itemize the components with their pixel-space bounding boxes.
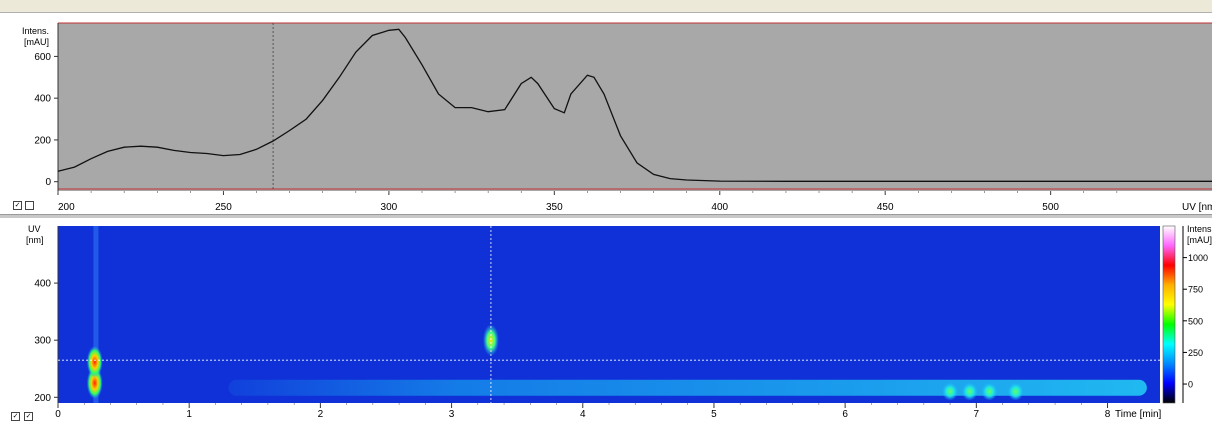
heatmap-x-tick-label: 4 (580, 409, 586, 420)
heatmap-spot (961, 382, 978, 401)
y-tick-label: 400 (34, 94, 51, 105)
heatmap-y-axis-label: UV (28, 224, 41, 234)
heatmap-x-tick-label: 8 (1105, 409, 1111, 420)
heatmap-plot-area[interactable] (58, 226, 1160, 403)
heatmap-x-axis-label: Time [min] (1115, 409, 1162, 420)
spectrum-panel: Intens. [mAU] 0 200 400 600 200 250 300 350 400… (0, 12, 1212, 215)
panel-splitter[interactable] (0, 214, 1212, 219)
heatmap-spot (942, 382, 959, 401)
heatmap-x-tick-label: 7 (974, 409, 980, 420)
x-tick-label: 400 (711, 202, 728, 213)
heatmap-panel: UV [nm] 200 300 400 0 1 2 3 4 5 6 7 8 Time [min] I… (0, 218, 1212, 421)
colorbar-tick-label: 0 (1188, 380, 1193, 390)
heatmap-spot (1007, 382, 1024, 401)
colorbar-tick-label: 500 (1188, 316, 1203, 326)
spectrum-checkbox-checked[interactable]: ✓ (13, 201, 22, 210)
y-tick-label: 0 (45, 177, 51, 188)
spectrum-series-line (57, 28, 1212, 182)
heatmap-x-tick-label: 5 (711, 409, 717, 420)
colorbar-unit: [mAU] (1187, 235, 1212, 245)
heatmap-spot (86, 345, 103, 378)
heatmap-y-axis-unit: [nm] (26, 235, 44, 245)
heatmap-x-tick-label: 1 (186, 409, 192, 420)
colorbar (1162, 225, 1176, 404)
spectrum-checkbox[interactable] (25, 201, 34, 210)
heatmap-band (228, 379, 1147, 396)
x-tick-label: 250 (215, 202, 232, 213)
heatmap-x-tick-label: 0 (55, 409, 61, 420)
colorbar-label: Intens. (1187, 224, 1212, 234)
y-tick-label: 600 (34, 52, 51, 63)
heatmap-checkbox-2[interactable]: ✓ (24, 412, 33, 421)
heatmap-checkbox-1[interactable]: ✓ (11, 412, 20, 421)
spectrum-plot-area (58, 23, 1212, 191)
uv-spectrum-chart: Intens. [mAU] 0 200 400 600 200 250 300 350 400… (22, 22, 1212, 213)
x-tick-label: 450 (877, 202, 894, 213)
heatmap-x-tick-label: 6 (842, 409, 848, 420)
colorbar-tick-label: 1000 (1188, 253, 1208, 263)
heatmap-spot (981, 382, 998, 401)
y-axis-label: Intens. (22, 26, 49, 36)
y-tick-label: 200 (34, 135, 51, 146)
x-tick-label: 200 (58, 202, 75, 213)
y-axis-unit: [mAU] (24, 37, 49, 47)
heatmap-spot (482, 324, 499, 357)
uv-time-heatmap-chart: UV [nm] 200 300 400 0 1 2 3 4 5 6 7 8 Time [min] I… (26, 224, 1212, 420)
heatmap-x-tick-label: 2 (318, 409, 324, 420)
heatmap-y-tick-label: 400 (34, 279, 51, 290)
x-tick-label: 350 (546, 202, 563, 213)
x-tick-label: 300 (381, 202, 398, 213)
heatmap-x-tick-label: 3 (449, 409, 455, 420)
colorbar-tick-label: 750 (1188, 285, 1203, 295)
heatmap-y-tick-label: 300 (34, 336, 51, 347)
x-axis-label: UV [nm] (1182, 202, 1212, 213)
x-tick-label: 500 (1042, 202, 1059, 213)
colorbar-tick-label: 250 (1188, 348, 1203, 358)
heatmap-y-tick-label: 200 (34, 393, 51, 404)
solvent-front-streak (93, 226, 99, 403)
